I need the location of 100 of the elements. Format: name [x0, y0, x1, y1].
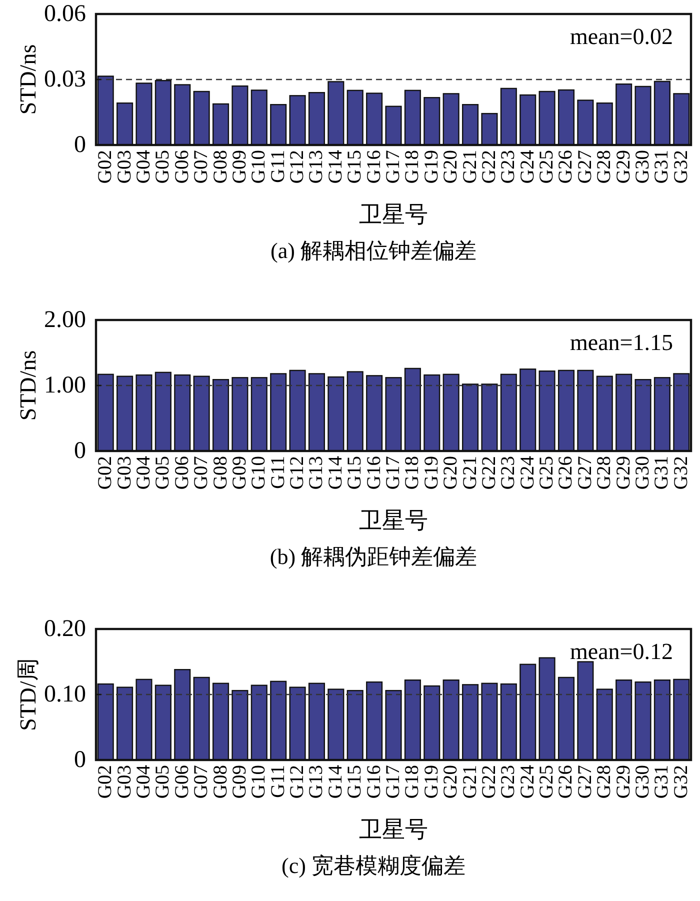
- text: (b) 解耦伪距钟差偏差: [270, 544, 478, 569]
- annotation: mean=0.02: [570, 24, 673, 49]
- x-tick-label: G12: [287, 765, 308, 799]
- x-tick-label: G14: [325, 456, 346, 490]
- x-tick-label: G29: [613, 456, 634, 490]
- x-tick-label: G24: [517, 456, 538, 490]
- x-tick-label: G29: [613, 765, 634, 799]
- x-tick-label: G17: [383, 764, 404, 799]
- x-tick-label: G11: [268, 456, 289, 489]
- x-tick-label: G08: [210, 765, 232, 799]
- x-tick-label: G27: [574, 150, 596, 184]
- x-tick-label: G17: [383, 456, 404, 490]
- x-tick-label: G06: [172, 764, 193, 799]
- x-tick-label: G26: [556, 150, 577, 184]
- x-tick-label: G12: [287, 150, 308, 184]
- x-tick-label: G05: [152, 456, 174, 490]
- x-tick-label: G18: [402, 456, 424, 490]
- x-tick-label: G32: [670, 150, 692, 184]
- x-tick-label: G07: [191, 456, 212, 490]
- x-tick-label: G16: [364, 456, 385, 490]
- x-tick-label: G02: [95, 765, 116, 799]
- x-tick-label: G28: [594, 456, 616, 490]
- x-tick-label: G13: [306, 456, 328, 490]
- x-tick-label: G09: [229, 765, 250, 799]
- x-tick-label: G23: [498, 765, 520, 799]
- annotation: mean=0.12: [570, 639, 673, 664]
- x-tick-label: G27: [574, 764, 596, 799]
- y-tick-label: 1.00: [44, 372, 86, 398]
- x-tick-label: G03: [114, 150, 136, 184]
- x-tick-label: G22: [478, 456, 500, 490]
- x-tick-label: G11: [268, 765, 289, 798]
- x-tick-label: G18: [402, 150, 424, 184]
- x-tick-label: G07: [191, 150, 212, 184]
- x-tick-label: G26: [556, 456, 577, 490]
- x-tick-label: G24: [517, 150, 538, 184]
- x-tick-label: G31: [652, 765, 673, 799]
- x-tick-label: G17: [383, 150, 404, 184]
- x-tick-label: G29: [613, 150, 634, 184]
- x-tick-label: G20: [440, 456, 462, 490]
- x-tick-label: G05: [152, 150, 174, 184]
- x-tick-label: G02: [95, 456, 116, 490]
- x-tick-label: G23: [498, 150, 520, 184]
- text: (a) 解耦相位钟差偏差: [270, 238, 476, 263]
- x-tick-label: G14: [325, 150, 346, 184]
- x-tick-label: G20: [440, 765, 462, 799]
- x-tick-label: G22: [478, 150, 500, 184]
- y-tick-label: 0.03: [44, 66, 86, 92]
- y-tick-label: 0.06: [44, 1, 86, 27]
- x-tick-label: G19: [421, 456, 442, 490]
- x-tick-label: G25: [536, 765, 558, 799]
- x-tick-label: G08: [210, 150, 232, 184]
- x-tick-label: G21: [460, 765, 481, 799]
- text: (c) 宽巷模糊度偏差: [282, 853, 466, 878]
- x-tick-label: G25: [536, 456, 558, 490]
- x-tick-label: G22: [478, 765, 500, 799]
- x-tick-label: G05: [152, 765, 174, 799]
- x-tick-label: G14: [325, 764, 346, 799]
- x-tick-label: G15: [344, 765, 366, 799]
- x-tick-label: G21: [460, 456, 481, 490]
- x-tick-label: G11: [268, 150, 289, 183]
- x-axis-title: 卫星号: [359, 508, 428, 533]
- x-tick-label: G30: [632, 456, 654, 490]
- x-tick-label: G27: [574, 456, 596, 490]
- x-tick-label: G18: [402, 765, 424, 799]
- y-tick-label: 0.10: [44, 682, 86, 708]
- x-tick-label: G31: [652, 456, 673, 490]
- x-tick-label: G02: [95, 150, 116, 184]
- x-tick-label: G28: [594, 150, 616, 184]
- x-tick-label: G20: [440, 150, 462, 184]
- x-tick-label: G04: [133, 150, 154, 184]
- y-axis-title: STD/周: [16, 658, 40, 731]
- x-axis-title: 卫星号: [359, 202, 428, 227]
- x-tick-label: G06: [172, 456, 193, 490]
- y-tick-label: 0.20: [44, 616, 86, 642]
- x-tick-label: G08: [210, 456, 232, 490]
- x-tick-label: G30: [632, 150, 654, 184]
- x-tick-label: G03: [114, 765, 136, 799]
- x-tick-label: G31: [652, 150, 673, 184]
- y-tick-label: 0: [74, 438, 86, 464]
- x-tick-label: G13: [306, 150, 328, 184]
- x-tick-label: G04: [133, 764, 154, 799]
- annotation: mean=1.15: [570, 330, 673, 355]
- x-tick-label: G28: [594, 765, 616, 799]
- x-tick-label: G15: [344, 456, 366, 490]
- x-tick-label: G10: [248, 456, 270, 490]
- x-tick-label: G10: [248, 150, 270, 184]
- x-axis-title: 卫星号: [359, 817, 428, 842]
- x-tick-label: G19: [421, 765, 442, 799]
- x-tick-label: G21: [460, 150, 481, 184]
- x-tick-label: G25: [536, 150, 558, 184]
- x-tick-label: G15: [344, 150, 366, 184]
- x-tick-label: G24: [517, 764, 538, 799]
- x-tick-label: G10: [248, 765, 270, 799]
- x-tick-label: G09: [229, 456, 250, 490]
- x-tick-label: G32: [670, 765, 692, 799]
- x-tick-label: G04: [133, 456, 154, 490]
- y-tick-label: 0: [74, 132, 86, 158]
- x-tick-label: G16: [364, 150, 385, 184]
- x-tick-label: G19: [421, 150, 442, 184]
- y-axis-title: STD/ns: [16, 350, 40, 421]
